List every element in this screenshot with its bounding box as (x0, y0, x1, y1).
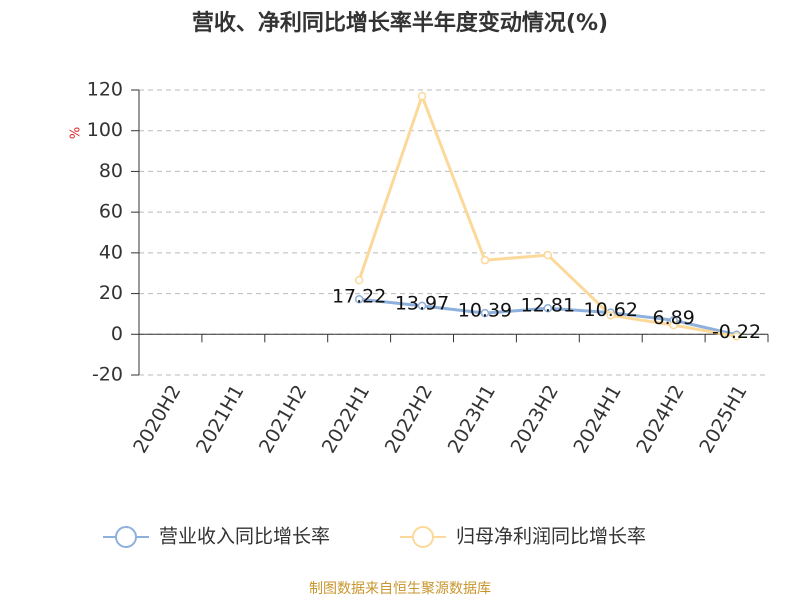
point (480, 308, 490, 318)
point (606, 311, 615, 320)
legend-label: 归母净利润同比增长率 (456, 526, 646, 548)
x-tick-label: 2022H1 (318, 381, 374, 457)
point (354, 294, 364, 304)
x-tick-label: 2025H1 (695, 381, 751, 457)
data-label: 6.89 (652, 307, 694, 329)
data-label: 12.81 (521, 295, 575, 317)
data-label: -0.22 (712, 321, 761, 343)
source-note: 制图数据来自恒生聚源数据库 (309, 581, 491, 597)
data-label: 10.39 (458, 300, 512, 322)
y-tick-label: -20 (92, 364, 123, 386)
data-label: 10.62 (584, 299, 638, 321)
point (543, 303, 553, 313)
y-tick-label: 40 (99, 241, 123, 263)
point (669, 320, 678, 330)
point (543, 250, 553, 260)
x-tick-label: 2024H2 (632, 381, 688, 457)
point (354, 275, 364, 285)
chart-title: 营收、净利同比增长率半年度变动情况(%) (192, 10, 608, 36)
point (417, 301, 427, 311)
y-tick-label: 60 (99, 201, 123, 223)
x-tick-label: 2020H2 (129, 381, 185, 457)
x-tick-label: 2022H2 (381, 381, 437, 457)
point (732, 332, 741, 341)
legend-label: 营业收入同比增长率 (159, 526, 330, 548)
legend-marker (412, 526, 434, 548)
y-tick-label: 100 (87, 119, 123, 141)
y-tick-label: 20 (99, 282, 123, 304)
x-tick-label: 2023H1 (444, 381, 500, 457)
legend-item[interactable]: 营业收入同比增长率 (103, 526, 330, 548)
y-tick-label: 120 (87, 79, 123, 101)
y-tick-label: 0 (111, 323, 123, 345)
data-label: 13.97 (395, 292, 449, 314)
legend-item[interactable]: 归母净利润同比增长率 (400, 526, 646, 548)
x-tick-label: 2024H1 (569, 381, 625, 457)
y-tick-label: 80 (99, 160, 123, 182)
point (480, 255, 490, 265)
y-axis-label: % (69, 127, 84, 139)
point (417, 91, 427, 101)
x-tick-label: 2021H2 (255, 381, 311, 457)
x-tick-label: 2021H1 (192, 381, 248, 457)
legend-marker (115, 526, 137, 548)
x-tick-label: 2023H2 (507, 381, 563, 457)
data-label: 17.22 (332, 286, 386, 308)
